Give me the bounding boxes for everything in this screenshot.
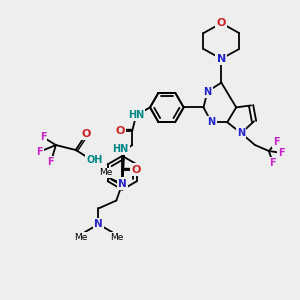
Text: F: F [274, 137, 280, 147]
Text: Me: Me [99, 168, 112, 177]
Text: N: N [237, 128, 245, 138]
Text: F: F [278, 148, 285, 158]
Text: O: O [82, 129, 91, 139]
Text: OH: OH [86, 155, 103, 165]
Text: N: N [94, 219, 103, 229]
Text: O: O [217, 18, 226, 28]
Text: F: F [48, 157, 54, 167]
Text: N: N [217, 54, 226, 64]
Text: Me: Me [74, 233, 87, 242]
Text: F: F [40, 132, 46, 142]
Text: O: O [116, 126, 125, 136]
Text: HN: HN [128, 110, 144, 120]
Text: N: N [207, 117, 215, 127]
Text: F: F [269, 158, 276, 168]
Text: O: O [131, 165, 141, 175]
Text: N: N [203, 86, 211, 97]
Text: N: N [118, 179, 127, 189]
Text: Me: Me [110, 233, 123, 242]
Text: F: F [36, 147, 42, 157]
Text: HN: HN [112, 144, 128, 154]
